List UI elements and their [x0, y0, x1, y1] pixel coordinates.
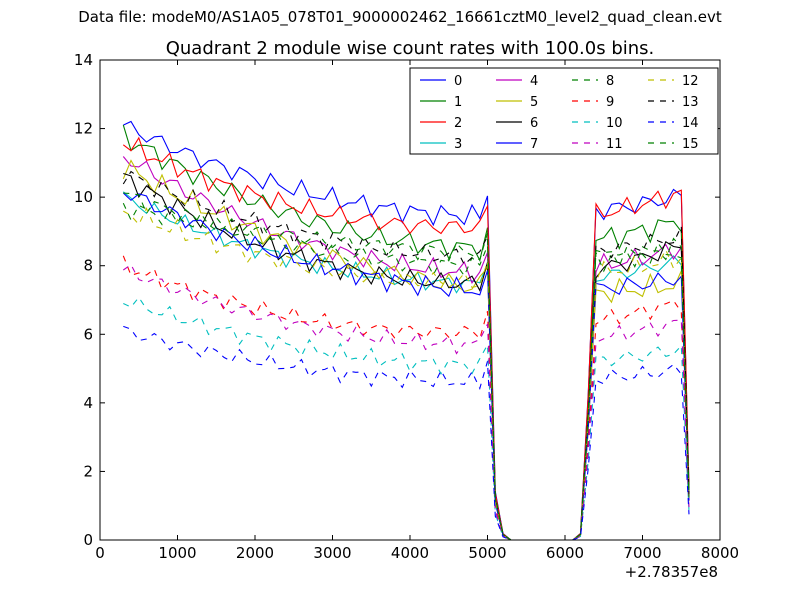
series-line-10: [123, 296, 690, 541]
y-tick-label: 0: [83, 531, 93, 549]
x-tick-label: 8000: [701, 544, 739, 562]
series-line-14: [123, 325, 690, 541]
legend-label: 4: [530, 74, 538, 89]
axis-layer: 0 1000 2000 3000 4000 5000 6000 7000 80000246810…: [74, 51, 739, 562]
x-tick-label: 7000: [623, 544, 661, 562]
series-layer: [122, 120, 690, 541]
y-tick-label: 4: [83, 394, 93, 412]
legend-label: 12: [682, 74, 699, 89]
x-tick-label: 1000: [158, 544, 196, 562]
x-tick-label: 3000: [313, 544, 351, 562]
legend-label: 6: [530, 116, 538, 131]
legend-label: 7: [530, 137, 538, 152]
x-tick-label: 0: [95, 544, 105, 562]
y-tick-label: 10: [74, 188, 93, 206]
legend-label: 11: [606, 137, 623, 152]
legend-label: 10: [606, 116, 623, 131]
y-tick-label: 12: [74, 120, 93, 138]
legend-label: 0: [454, 74, 462, 89]
legend-label: 2: [454, 116, 462, 131]
legend-label: 13: [682, 95, 699, 110]
legend-label: 3: [454, 137, 462, 152]
legend-label: 1: [454, 95, 462, 110]
series-line-2: [122, 136, 690, 541]
x-axis-offset-label: +2.78357e8: [625, 563, 718, 581]
x-tick-label: 4000: [391, 544, 429, 562]
legend-label: 8: [606, 74, 614, 89]
y-tick-label: 6: [83, 325, 93, 343]
x-tick-label: 2000: [236, 544, 274, 562]
legend-box: [409, 67, 719, 155]
y-tick-label: 2: [83, 462, 93, 480]
x-tick-label: 5000: [468, 544, 506, 562]
legend-label: 15: [682, 137, 699, 152]
legend-label: 14: [682, 116, 699, 131]
chart-title: Quadrant 2 module wise count rates with …: [166, 38, 655, 59]
series-line-8: [123, 192, 690, 541]
series-line-12: [123, 207, 690, 541]
y-tick-label: 14: [74, 51, 93, 69]
x-tick-label: 6000: [546, 544, 584, 562]
y-tick-label: 8: [83, 257, 93, 275]
legend-label: 9: [606, 95, 614, 110]
plot-frame: [99, 59, 721, 541]
series-line-11: [122, 263, 690, 541]
legend-label: 5: [530, 95, 538, 110]
chart-suptitle: Data file: modeM0/AS1A05_078T01_90000024…: [78, 8, 722, 27]
